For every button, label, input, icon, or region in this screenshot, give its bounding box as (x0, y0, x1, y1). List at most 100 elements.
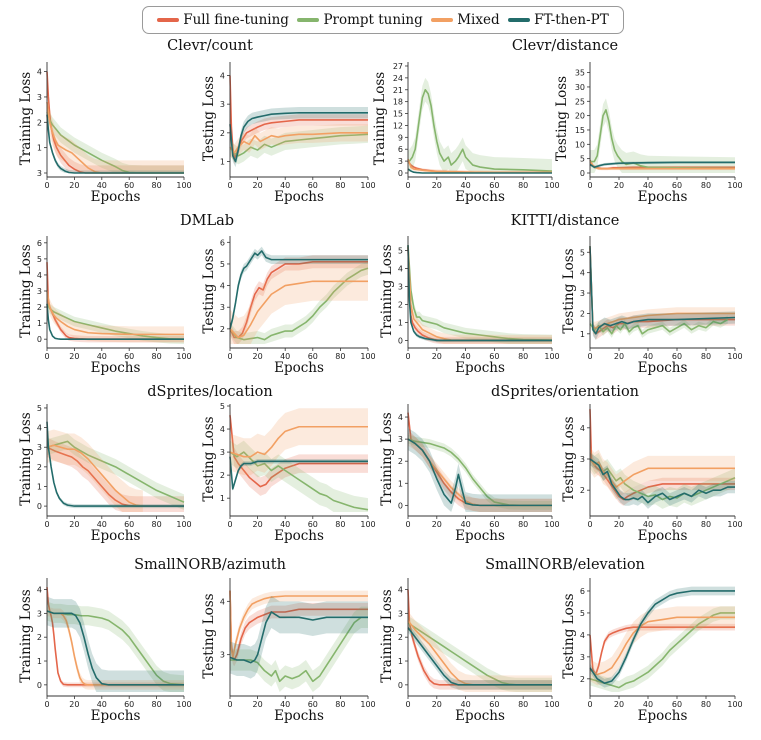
series-line-prompt-tuning (407, 88, 553, 172)
series-line-ft-then-pt (46, 421, 184, 507)
band-mixed (230, 408, 368, 476)
band-mixed (590, 240, 735, 334)
x-tick-label: 0 (405, 352, 410, 361)
x-tick-label: 40 (461, 181, 471, 190)
y-axis-label: Training Loss (18, 244, 34, 337)
band-prompt-tuning (47, 104, 184, 173)
x-tick-label: 0 (227, 700, 232, 709)
panel-dmlab-testing: 0 20 40 60 80 100 2 3 4 5 6 Epochs Testing Loss (201, 236, 376, 376)
x-tick-label: 60 (308, 352, 318, 361)
x-tick-label: 20 (614, 352, 624, 361)
band-mixed (47, 89, 184, 173)
series-line-full-fine-tuning (589, 409, 735, 501)
series-line-mixed (46, 101, 184, 174)
series-line-prompt-tuning (46, 111, 184, 174)
series-line-mixed (589, 458, 735, 488)
series-line-ft-then-pt (407, 627, 552, 686)
panel-clevr-distance-testing: 0 20 40 60 80 100 0 5 10 15 20 25 30 35 Epochs Testing … (554, 62, 743, 205)
series-line-prompt-tuning (46, 440, 185, 503)
y-tick-label: 1 (398, 318, 403, 327)
panel-kitti-distance-testing: 0 20 40 60 80 100 1 2 3 4 5 Epochs Testing Loss (561, 236, 743, 376)
series-line-mixed (229, 590, 368, 659)
x-axis-label: Epochs (455, 708, 505, 724)
x-tick-label: 20 (69, 700, 79, 709)
x-tick-label: 60 (672, 700, 682, 709)
y-tick-label: 24 (393, 74, 403, 83)
legend-item-ft-then-pt: FT-then-PT (508, 12, 609, 28)
x-tick-label: 40 (280, 700, 290, 709)
x-tick-label: 0 (587, 181, 592, 190)
x-tick-label: 80 (335, 352, 345, 361)
band-prompt-tuning (47, 601, 184, 692)
panel-dsprites-location-testing: 0 20 40 60 80 100 1 2 3 4 5 Epochs Testing Loss (201, 402, 376, 544)
panel-smallnorb-elevation-testing: 0 20 40 60 80 100 2 3 4 5 6 Epochs Testing Loss (561, 578, 743, 724)
y-tick-label: 4 (580, 631, 585, 640)
x-tick-label: 0 (405, 520, 410, 529)
series-line-ft-then-pt (46, 114, 184, 174)
x-axis-label: Epochs (638, 708, 688, 724)
y-tick-label: 3 (398, 157, 403, 166)
x-tick-label: 0 (44, 352, 49, 361)
x-tick-label: 100 (727, 520, 742, 529)
series-line-prompt-tuning (46, 303, 185, 340)
series-line-mixed (589, 616, 735, 676)
legend-swatch (508, 18, 531, 22)
y-tick-label: 2 (220, 129, 225, 138)
x-tick-label: 100 (727, 181, 742, 190)
y-tick-label: 30 (575, 83, 585, 92)
series-line-prompt-tuning (229, 451, 369, 511)
band-mixed (47, 282, 184, 343)
x-axis-label: Epochs (274, 528, 324, 544)
series-line-mixed (229, 425, 368, 458)
x-tick-label: 20 (69, 352, 79, 361)
panel-dsprites-orientation-testing: 0 20 40 60 80 100 2 3 4 Epochs Testing Loss (561, 404, 743, 544)
series-line-mixed (589, 246, 735, 329)
x-tick-label: 80 (518, 181, 528, 190)
x-tick-label: 60 (308, 181, 318, 190)
x-tick-label: 80 (518, 700, 528, 709)
y-tick-label: 2 (398, 457, 403, 466)
band-prompt-tuning (230, 125, 368, 165)
x-tick-label: 0 (587, 352, 592, 361)
band-full-fine-tuning (230, 69, 368, 165)
x-axis-label: Epochs (91, 189, 141, 205)
y-tick-label: 6 (220, 238, 225, 247)
y-axis-label: Testing Loss (554, 76, 570, 161)
y-tick-label: 4 (220, 597, 225, 606)
band-full-fine-tuning (230, 584, 368, 667)
y-tick-label: 4 (580, 269, 585, 278)
y-tick-label: 9 (398, 133, 403, 142)
x-tick-label: 40 (97, 181, 107, 190)
y-tick-label: 1 (220, 494, 225, 503)
band-ft-then-pt (590, 452, 735, 509)
y-axis-label: Training Loss (18, 72, 34, 165)
y-tick-label: 10 (575, 140, 585, 149)
series-line-mixed (229, 132, 368, 154)
series-line-ft-then-pt (46, 610, 184, 686)
series-line-mixed (46, 444, 144, 507)
x-tick-label: 60 (489, 181, 499, 190)
panel-dsprites-orientation-training: 0 20 40 60 80 100 0 1 2 3 4 Epochs Training Loss (379, 404, 560, 544)
x-tick-label: 0 (587, 700, 592, 709)
y-tick-label: 18 (393, 98, 403, 107)
y-tick-label: 2 (580, 486, 585, 495)
legend-swatch (157, 18, 180, 22)
y-tick-label: 2 (37, 633, 42, 642)
x-tick-label: 100 (360, 700, 375, 709)
x-tick-label: 80 (335, 700, 345, 709)
x-tick-label: 20 (432, 520, 442, 529)
x-tick-label: 20 (432, 700, 442, 709)
series-line-ft-then-pt (229, 611, 368, 664)
y-tick-label: 0 (398, 501, 403, 510)
x-axis-label: Epochs (638, 360, 688, 376)
x-tick-label: 80 (518, 352, 528, 361)
y-tick-label: 3 (398, 609, 403, 618)
x-tick-label: 80 (335, 181, 345, 190)
band-ft-then-pt (408, 428, 552, 512)
series-line-full-fine-tuning (229, 260, 368, 339)
y-tick-label: 3 (398, 283, 403, 292)
x-tick-label: 60 (672, 520, 682, 529)
band-ft-then-pt (230, 246, 368, 334)
x-tick-label: 60 (489, 352, 499, 361)
y-axis-label: Testing Loss (201, 248, 217, 333)
